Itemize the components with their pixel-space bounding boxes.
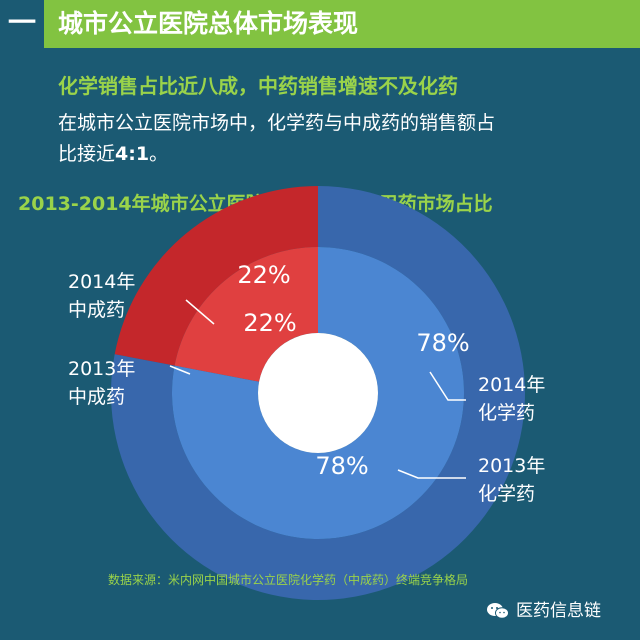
outer-ring-slice-chem xyxy=(111,186,526,600)
category-label-2013-tcm-name: 中成药 xyxy=(68,386,125,408)
description-line-2-prefix: 比接近 xyxy=(58,143,116,165)
description-line-1: 在城市公立医院市场中，化学药与中成药的销售额占 xyxy=(58,112,496,134)
section-number-box: 一 xyxy=(0,0,44,48)
subtitle: 化学销售占比近八成，中药销售增速不及化药 xyxy=(58,74,458,98)
section-title: 城市公立医院总体市场表现 xyxy=(58,9,359,38)
leader-line-2013-chem xyxy=(397,469,466,479)
category-label-2013-chem-name: 化学药 xyxy=(478,483,535,505)
value-label-2013-chem: 78% xyxy=(315,452,368,480)
description-line-2-suffix: 。 xyxy=(149,143,169,165)
leader-line-2014-tcm xyxy=(185,299,215,325)
brand-name: 医药信息链 xyxy=(516,601,601,621)
section-number: 一 xyxy=(8,6,37,39)
inner-ring-slice-chem xyxy=(172,247,464,539)
description-ratio: 4:1 xyxy=(115,143,150,165)
category-label-2013-tcm-year: 2013年 xyxy=(68,358,135,380)
section-header: 一 城市公立医院总体市场表现 xyxy=(0,0,640,48)
data-source: 数据来源：米内网中国城市公立医院化学药（中成药）终端竞争格局 xyxy=(108,573,469,587)
value-label-2014-tcm: 22% xyxy=(237,261,290,289)
outer-ring-slice-tcm xyxy=(114,186,319,366)
value-label-2014-chem: 78% xyxy=(416,329,469,357)
category-label-2014-tcm-name: 中成药 xyxy=(68,299,125,321)
wechat-icon xyxy=(487,603,509,619)
leader-line-2014-chem xyxy=(429,371,466,401)
category-label-2014-tcm-year: 2014年 xyxy=(68,271,135,293)
value-label-2013-tcm: 22% xyxy=(243,309,296,337)
donut-center xyxy=(258,333,378,453)
description: 在城市公立医院市场中，化学药与中成药的销售额占 比接近4:1。 xyxy=(58,108,618,170)
category-label-2014-chem-name: 化学药 xyxy=(478,402,535,424)
category-label-2013-chem-year: 2013年 xyxy=(478,455,545,477)
leader-line-2013-tcm xyxy=(169,365,191,375)
inner-ring-slice-tcm xyxy=(174,247,318,382)
category-label-2014-chem-year: 2014年 xyxy=(478,374,545,396)
